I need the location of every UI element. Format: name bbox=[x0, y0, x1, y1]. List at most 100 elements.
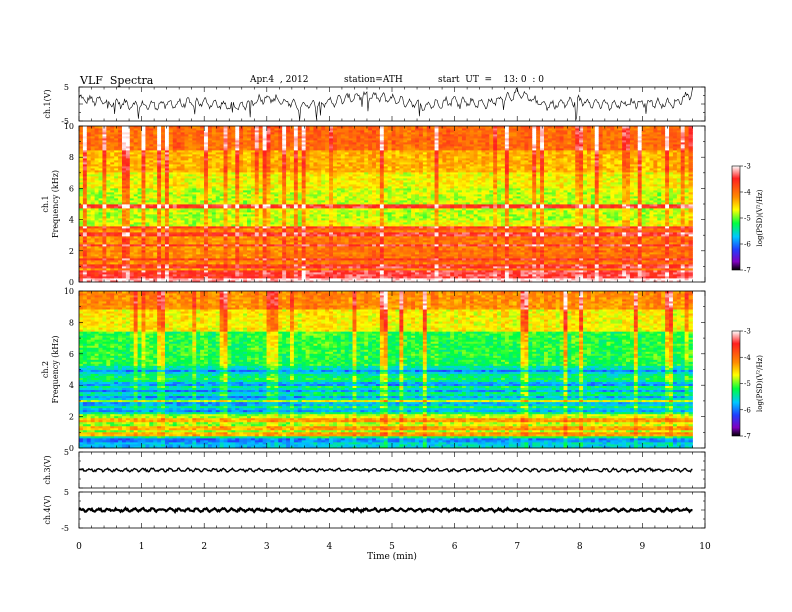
psd-cell bbox=[211, 196, 217, 199]
psd-cell bbox=[82, 144, 88, 147]
psd-cell bbox=[168, 200, 174, 203]
psd-cell bbox=[176, 160, 181, 163]
psd-cell bbox=[168, 172, 174, 175]
psd-cell bbox=[157, 140, 162, 143]
psd-cell bbox=[118, 206, 123, 209]
psd-cell bbox=[164, 244, 170, 247]
psd-cell bbox=[204, 266, 209, 269]
psd-cell bbox=[168, 242, 174, 245]
psd-cell bbox=[86, 218, 92, 221]
psd-cell bbox=[204, 280, 209, 283]
psd-cell bbox=[121, 228, 127, 231]
psd-cell bbox=[133, 238, 139, 241]
psd-cell bbox=[94, 130, 99, 133]
psd-cell bbox=[86, 214, 92, 217]
psd-cell bbox=[86, 266, 92, 269]
psd-cell bbox=[98, 200, 103, 203]
psd-cell bbox=[176, 166, 181, 169]
psd-cell bbox=[121, 160, 127, 163]
psd-cell bbox=[114, 248, 119, 251]
psd-cell bbox=[137, 128, 142, 131]
psd-cell bbox=[82, 180, 88, 183]
psd-cell bbox=[90, 216, 96, 219]
psd-cell bbox=[161, 252, 166, 255]
psd-cell bbox=[133, 256, 139, 259]
psd-cell bbox=[110, 196, 115, 199]
psd-cell bbox=[168, 188, 174, 191]
psd-cell bbox=[157, 158, 162, 161]
psd-cell bbox=[188, 174, 193, 177]
psd-cell bbox=[157, 212, 162, 215]
psd-cell bbox=[164, 198, 170, 201]
psd-cell bbox=[204, 276, 209, 279]
psd-cell bbox=[94, 182, 99, 185]
psd-cell bbox=[157, 214, 162, 217]
psd-cell bbox=[161, 214, 166, 217]
psd-cell bbox=[94, 138, 99, 141]
psd-cell bbox=[118, 154, 123, 157]
psd-cell bbox=[153, 208, 158, 211]
psd-cell bbox=[137, 152, 142, 155]
psd-cell bbox=[192, 132, 197, 135]
psd-cell bbox=[137, 182, 142, 185]
psd-cell bbox=[98, 262, 103, 265]
psd-cell bbox=[192, 198, 197, 201]
psd-cell bbox=[184, 252, 189, 255]
psd-cell bbox=[141, 180, 146, 183]
psd-cell bbox=[90, 162, 96, 165]
psd-cell bbox=[172, 198, 178, 201]
psd-cell bbox=[137, 216, 142, 219]
psd-cell bbox=[133, 156, 139, 159]
psd-cell bbox=[129, 266, 135, 269]
psd-cell bbox=[145, 172, 150, 175]
psd-cell bbox=[176, 202, 181, 205]
psd-cell bbox=[200, 254, 205, 257]
psd-cell bbox=[196, 160, 201, 163]
psd-cell bbox=[129, 216, 135, 219]
psd-cell bbox=[157, 272, 162, 275]
psd-cell bbox=[79, 268, 84, 271]
psd-cell bbox=[164, 240, 170, 243]
psd-cell bbox=[121, 180, 127, 183]
psd-cell bbox=[106, 152, 111, 155]
psd-cell bbox=[125, 278, 131, 281]
psd-cell bbox=[110, 188, 115, 191]
psd-cell bbox=[161, 166, 166, 169]
psd-cell bbox=[133, 132, 139, 135]
psd-cell bbox=[86, 136, 92, 139]
psd-cell bbox=[157, 154, 162, 157]
psd-cell bbox=[172, 202, 178, 205]
psd-cell bbox=[98, 198, 103, 201]
psd-cell bbox=[168, 248, 174, 251]
psd-cell bbox=[196, 144, 201, 147]
psd-cell bbox=[149, 256, 154, 259]
psd-cell bbox=[192, 184, 197, 187]
psd-cell bbox=[86, 238, 92, 241]
psd-cell bbox=[188, 152, 193, 155]
psd-cell bbox=[137, 214, 142, 217]
psd-cell bbox=[172, 178, 178, 181]
psd-cell bbox=[125, 220, 131, 223]
psd-cell bbox=[125, 136, 131, 139]
psd-cell bbox=[114, 142, 119, 145]
psd-cell bbox=[86, 246, 92, 249]
psd-cell bbox=[110, 258, 115, 261]
psd-cell bbox=[145, 228, 150, 231]
psd-cell bbox=[82, 230, 88, 233]
psd-cell bbox=[94, 180, 99, 183]
psd-cell bbox=[133, 236, 139, 239]
psd-cell bbox=[141, 172, 146, 175]
psd-cell bbox=[137, 250, 142, 253]
psd-cell bbox=[90, 254, 96, 257]
psd-cell bbox=[204, 194, 209, 197]
psd-cell bbox=[137, 166, 142, 169]
psd-cell bbox=[106, 176, 111, 179]
psd-cell bbox=[161, 260, 166, 263]
psd-cell bbox=[145, 192, 150, 195]
psd-cell bbox=[137, 144, 142, 147]
psd-cell bbox=[90, 226, 96, 229]
psd-cell bbox=[192, 186, 197, 189]
psd-cell bbox=[188, 176, 193, 179]
psd-cell bbox=[192, 228, 197, 231]
psd-cell bbox=[184, 184, 189, 187]
